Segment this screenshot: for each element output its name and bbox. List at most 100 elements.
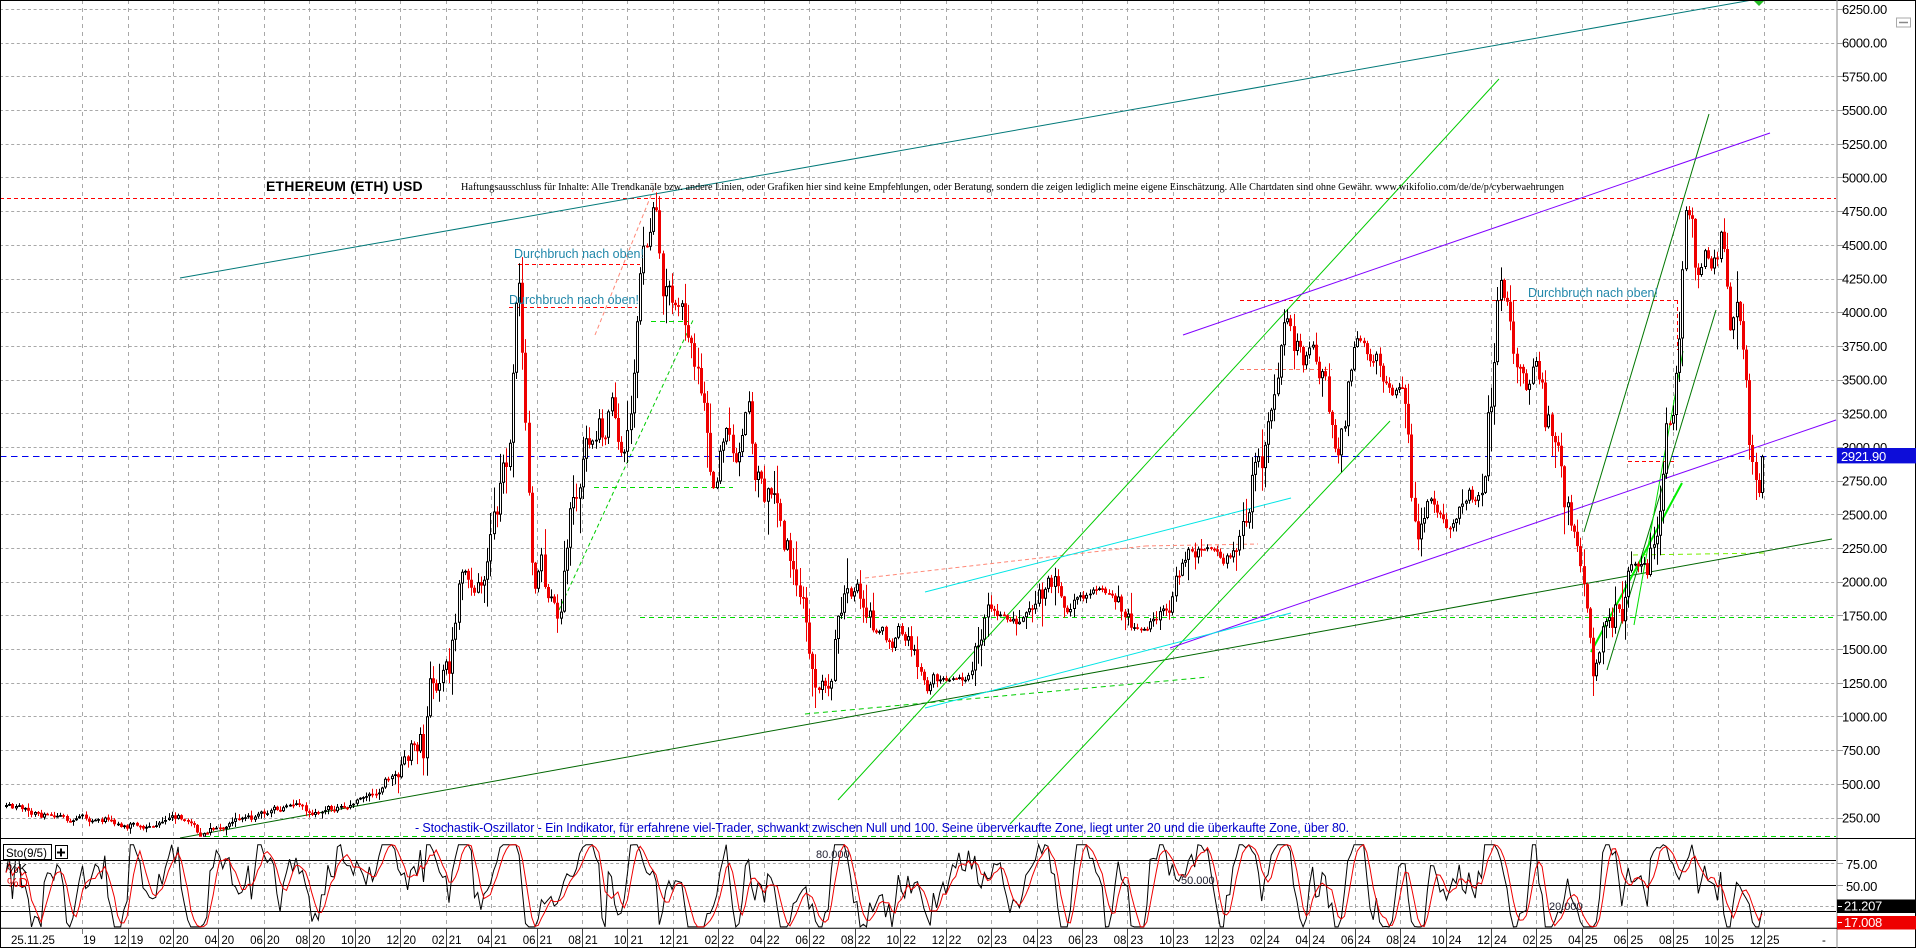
svg-text:1250.00: 1250.00 — [1842, 676, 1887, 691]
svg-text:25: 25 — [1540, 935, 1553, 947]
svg-text:02: 02 — [1523, 935, 1536, 947]
svg-text:22: 22 — [812, 935, 825, 947]
svg-text:06: 06 — [250, 935, 263, 947]
svg-text:25: 25 — [1630, 935, 1643, 947]
svg-text:21: 21 — [540, 935, 553, 947]
svg-text:2750.00: 2750.00 — [1842, 474, 1887, 489]
svg-text:Durchbruch nach oben!: Durchbruch nach oben! — [1528, 286, 1658, 300]
svg-text:25: 25 — [1585, 935, 1598, 947]
svg-text:3500.00: 3500.00 — [1842, 373, 1887, 388]
svg-text:12: 12 — [386, 935, 399, 947]
svg-text:500.00: 500.00 — [1842, 777, 1880, 792]
svg-text:5500.00: 5500.00 — [1842, 103, 1887, 118]
svg-text:6250.00: 6250.00 — [1842, 2, 1887, 17]
svg-text:20: 20 — [358, 935, 371, 947]
svg-text:06: 06 — [1341, 935, 1354, 947]
svg-text:08: 08 — [841, 935, 854, 947]
svg-text:25.11.25: 25.11.25 — [11, 935, 55, 947]
svg-text:04: 04 — [205, 935, 218, 947]
svg-text:3250.00: 3250.00 — [1842, 406, 1887, 421]
svg-text:24: 24 — [1312, 935, 1325, 947]
svg-text:23: 23 — [1221, 935, 1234, 947]
svg-text:50.000: 50.000 — [1181, 875, 1215, 887]
svg-text:Sto(9/5): Sto(9/5) — [6, 848, 47, 860]
svg-text:08: 08 — [1114, 935, 1127, 947]
svg-text:02: 02 — [432, 935, 445, 947]
svg-text:22: 22 — [949, 935, 962, 947]
svg-text:5750.00: 5750.00 — [1842, 69, 1887, 84]
svg-text:04: 04 — [1023, 935, 1036, 947]
svg-text:02: 02 — [977, 935, 990, 947]
svg-text:22: 22 — [721, 935, 734, 947]
svg-text:2500.00: 2500.00 — [1842, 507, 1887, 522]
svg-text:23: 23 — [1040, 935, 1053, 947]
svg-text:23: 23 — [1130, 935, 1143, 947]
svg-text:3750.00: 3750.00 — [1842, 339, 1887, 354]
svg-text:04: 04 — [750, 935, 763, 947]
svg-text:75.00: 75.00 — [1846, 857, 1877, 872]
svg-text:17.008: 17.008 — [1844, 915, 1882, 930]
svg-text:4000.00: 4000.00 — [1842, 305, 1887, 320]
svg-text:23: 23 — [994, 935, 1007, 947]
svg-text:22: 22 — [903, 935, 916, 947]
svg-text:5250.00: 5250.00 — [1842, 137, 1887, 152]
svg-text:25: 25 — [1676, 935, 1689, 947]
svg-text:250.00: 250.00 — [1842, 811, 1880, 826]
svg-text:Haftungsausschluss für Inhalte: Haftungsausschluss für Inhalte: Alle Tre… — [461, 181, 1564, 193]
svg-text:08: 08 — [1659, 935, 1672, 947]
svg-text:%K: %K — [7, 861, 28, 876]
svg-text:2250.00: 2250.00 — [1842, 541, 1887, 556]
svg-text:21: 21 — [585, 935, 598, 947]
svg-text:19: 19 — [83, 935, 96, 947]
svg-text:21: 21 — [631, 935, 644, 947]
svg-text:1000.00: 1000.00 — [1842, 710, 1887, 725]
svg-text:23: 23 — [1085, 935, 1098, 947]
svg-text:1750.00: 1750.00 — [1842, 608, 1887, 623]
svg-text:21: 21 — [449, 935, 462, 947]
svg-text:20.000: 20.000 — [1549, 901, 1583, 913]
svg-text:24: 24 — [1449, 935, 1462, 947]
svg-text:24: 24 — [1358, 935, 1371, 947]
svg-text:02: 02 — [1250, 935, 1263, 947]
svg-text:Durchbruch nach oben!: Durchbruch nach oben! — [509, 293, 639, 307]
svg-text:06: 06 — [1614, 935, 1627, 947]
svg-text:22: 22 — [858, 935, 871, 947]
svg-text:50.00: 50.00 — [1846, 879, 1877, 894]
svg-text:Durchbruch nach oben!: Durchbruch nach oben! — [514, 247, 644, 261]
svg-text:06: 06 — [795, 935, 808, 947]
svg-text:-: - — [1822, 935, 1826, 947]
svg-text:21.207: 21.207 — [1844, 899, 1882, 914]
svg-text:10: 10 — [886, 935, 899, 947]
svg-text:19: 19 — [131, 935, 144, 947]
svg-text:12: 12 — [932, 935, 945, 947]
svg-text:08: 08 — [296, 935, 309, 947]
svg-text:ETHEREUM (ETH) USD: ETHEREUM (ETH) USD — [266, 178, 423, 194]
svg-text:10: 10 — [341, 935, 354, 947]
svg-text:25: 25 — [1721, 935, 1734, 947]
svg-text:06: 06 — [523, 935, 536, 947]
svg-text:2000.00: 2000.00 — [1842, 575, 1887, 590]
svg-text:20: 20 — [267, 935, 280, 947]
svg-text:12: 12 — [659, 935, 672, 947]
svg-text:20: 20 — [176, 935, 189, 947]
svg-text:1500.00: 1500.00 — [1842, 642, 1887, 657]
svg-text:12: 12 — [1205, 935, 1218, 947]
svg-text:23: 23 — [1176, 935, 1189, 947]
svg-text:02: 02 — [159, 935, 172, 947]
svg-text:04: 04 — [477, 935, 490, 947]
svg-text:08: 08 — [1386, 935, 1399, 947]
svg-text:25: 25 — [1767, 935, 1780, 947]
svg-text:%D: %D — [7, 875, 28, 890]
svg-text:22: 22 — [767, 935, 780, 947]
svg-text:06: 06 — [1068, 935, 1081, 947]
svg-text:24: 24 — [1267, 935, 1280, 947]
svg-text:08: 08 — [568, 935, 581, 947]
svg-text:4750.00: 4750.00 — [1842, 204, 1887, 219]
svg-text:750.00: 750.00 — [1842, 743, 1880, 758]
svg-text:10: 10 — [1159, 935, 1172, 947]
svg-text:12: 12 — [1477, 935, 1490, 947]
svg-text:24: 24 — [1403, 935, 1416, 947]
svg-text:20: 20 — [403, 935, 416, 947]
svg-text:24: 24 — [1494, 935, 1507, 947]
svg-text:04: 04 — [1568, 935, 1581, 947]
